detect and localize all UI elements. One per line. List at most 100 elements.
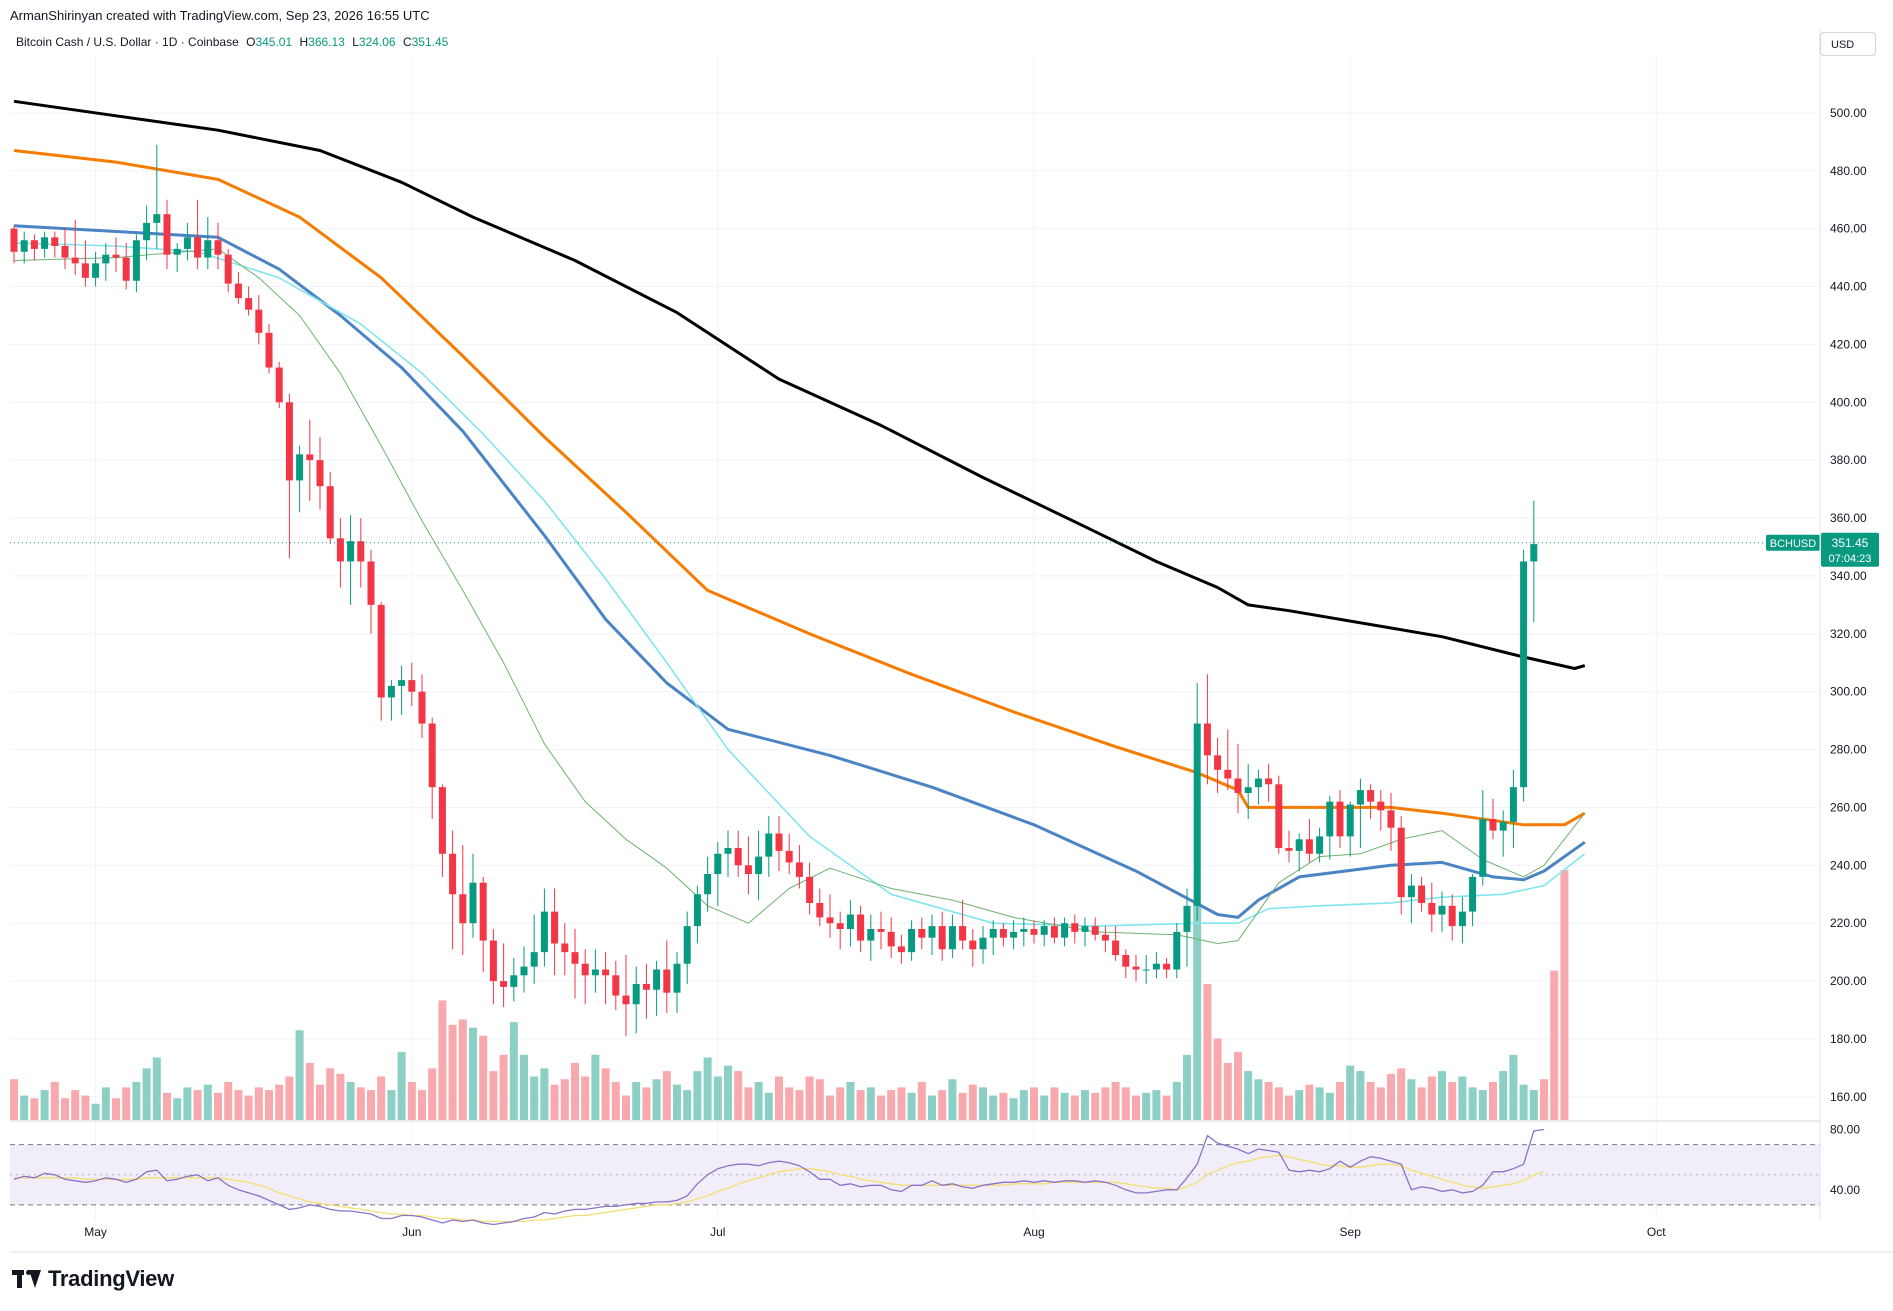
- currency-button[interactable]: USD: [1820, 32, 1876, 56]
- candle-body: [1030, 928, 1038, 935]
- candle-body: [285, 402, 293, 481]
- candle-body: [1081, 926, 1089, 932]
- candle-body: [265, 332, 273, 368]
- volume-bar: [836, 1087, 845, 1120]
- candle-body: [1010, 931, 1018, 938]
- volume-bar: [1336, 1081, 1344, 1120]
- candle-body: [1112, 940, 1120, 956]
- volume-bar: [744, 1087, 753, 1120]
- candle-body: [132, 240, 140, 281]
- author-line: ArmanShirinyan created with TradingView.…: [10, 8, 430, 23]
- volume-bar: [1478, 1090, 1487, 1120]
- volume-bar: [846, 1081, 855, 1120]
- candle-body: [1295, 839, 1303, 851]
- volume-bar: [163, 1092, 171, 1120]
- candle-body: [214, 240, 222, 255]
- candle-body: [744, 865, 752, 875]
- candle-body: [1305, 839, 1313, 854]
- price-tick-label: 500.00: [1830, 106, 1867, 120]
- volume-bar: [499, 1054, 508, 1120]
- tradingview-logo-icon: [12, 1270, 42, 1288]
- moving-average-ma_100: [13, 149, 1586, 827]
- time-tick-label: Oct: [1647, 1225, 1666, 1239]
- volume-bar: [479, 1035, 488, 1120]
- volume-bar: [1264, 1081, 1273, 1120]
- price-tick-label: 440.00: [1830, 280, 1867, 294]
- candle-body: [275, 367, 283, 403]
- candle-body: [724, 847, 732, 854]
- volume-bar: [571, 1062, 579, 1120]
- candle-body: [1040, 926, 1048, 935]
- volume-bar: [1540, 1079, 1548, 1120]
- candle-body: [1356, 790, 1364, 805]
- volume-bar: [1193, 902, 1202, 1120]
- candle-body: [357, 541, 365, 562]
- symbol-description: Bitcoin Cash / U.S. Dollar · 1D · Coinba…: [16, 35, 239, 49]
- candlesticks[interactable]: [10, 144, 1538, 1037]
- candle-body: [530, 952, 538, 967]
- candle-body: [1367, 790, 1375, 802]
- volume-bar: [234, 1090, 243, 1120]
- candle-body: [1489, 819, 1497, 831]
- last-price-value: 351.45: [1832, 536, 1869, 550]
- candle-body: [1428, 902, 1436, 915]
- volume-bar: [428, 1068, 437, 1120]
- candle-body: [489, 940, 497, 982]
- moving-average-ma_fast: [13, 242, 1586, 927]
- volume-bar: [1019, 1090, 1028, 1120]
- tradingview-logo[interactable]: TradingView: [12, 1266, 174, 1292]
- volume-bar: [826, 1095, 834, 1120]
- candle-body: [112, 254, 120, 258]
- candle-body: [234, 283, 242, 299]
- volume-bar: [1101, 1087, 1110, 1120]
- candle-body: [1071, 923, 1079, 932]
- candle-body: [1418, 885, 1426, 903]
- volume-bar: [1376, 1087, 1385, 1120]
- time-tick-label: Jul: [710, 1225, 725, 1239]
- candle-body: [857, 914, 865, 941]
- candle-body: [1438, 905, 1446, 915]
- volume-bar: [1448, 1081, 1457, 1120]
- price-tick-label: 420.00: [1830, 337, 1867, 351]
- candle-body: [81, 263, 89, 278]
- high-label: H: [299, 35, 309, 49]
- candle-body: [224, 254, 232, 284]
- candle-body: [1458, 911, 1466, 927]
- candle-body: [408, 680, 416, 692]
- candle-body: [255, 309, 263, 333]
- rsi-line: [13, 1128, 1545, 1226]
- volume-bar: [91, 1103, 100, 1120]
- volume-bar: [938, 1090, 947, 1120]
- candle-body: [122, 257, 130, 281]
- volume-bar: [397, 1052, 406, 1120]
- high-value: 366.13: [308, 35, 345, 49]
- candle-body: [296, 454, 304, 481]
- candle-body: [591, 969, 599, 976]
- volume-bar: [275, 1084, 284, 1120]
- volume-bar: [418, 1090, 426, 1120]
- volume-bar: [1081, 1090, 1089, 1120]
- candle-body: [1050, 926, 1058, 938]
- volume-bar: [856, 1090, 865, 1120]
- volume-bar: [1060, 1092, 1069, 1120]
- candle-body: [979, 937, 987, 950]
- volume-bar: [1050, 1087, 1059, 1120]
- volume-bar: [1091, 1092, 1100, 1120]
- volume-bar: [1468, 1087, 1477, 1120]
- candle-body: [683, 926, 691, 964]
- volume-bar: [703, 1057, 712, 1120]
- volume-bar: [193, 1090, 202, 1120]
- candle-body: [1163, 963, 1171, 970]
- volume-bar: [1417, 1087, 1426, 1120]
- moving-average-ma_200: [13, 99, 1586, 670]
- volume-bar: [1509, 1054, 1518, 1120]
- rsi-axis-upper-label: 80.00: [1830, 1123, 1860, 1137]
- candle-body: [1479, 819, 1487, 877]
- volume-bar: [295, 1030, 304, 1120]
- volume-bar: [1346, 1065, 1355, 1120]
- volume-bar: [387, 1090, 396, 1120]
- volume-bar: [1305, 1084, 1314, 1120]
- candle-body: [1407, 885, 1415, 898]
- volume-bar: [724, 1065, 732, 1120]
